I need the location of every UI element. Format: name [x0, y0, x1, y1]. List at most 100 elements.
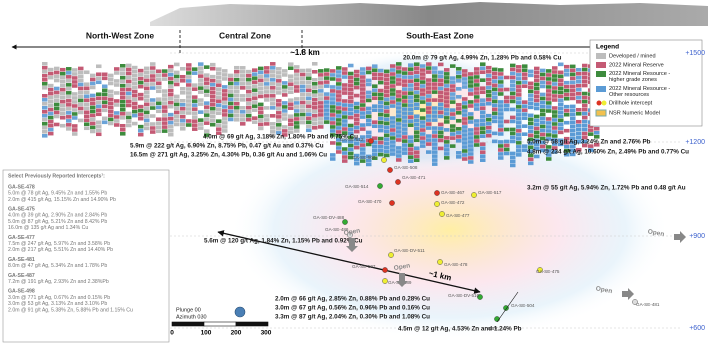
resource-block: [444, 76, 450, 80]
resource-block: [582, 143, 588, 148]
resource-block: [114, 91, 120, 95]
resource-block: [330, 117, 336, 121]
resource-block: [528, 85, 534, 90]
resource-block: [486, 125, 492, 130]
resource-block: [372, 124, 378, 128]
resource-block: [174, 82, 180, 87]
resource-block: [552, 82, 558, 86]
resource-block: [336, 142, 342, 146]
resource-block: [300, 84, 306, 89]
resource-block: [72, 104, 78, 108]
resource-block: [498, 72, 504, 76]
resource-block: [246, 73, 252, 78]
resource-block: [528, 101, 534, 106]
resource-block: [456, 107, 462, 111]
resource-block: [66, 87, 72, 91]
resource-block: [228, 93, 234, 98]
resource-block: [42, 114, 48, 118]
resource-block: [432, 86, 438, 90]
resource-block: [336, 90, 342, 94]
resource-block: [270, 86, 276, 90]
resource-block: [360, 135, 366, 139]
resource-block: [576, 139, 582, 144]
intercept-label: 4.8m @ 234 g/t Ag, 10.60% Zn, 2.49% Pb a…: [527, 149, 689, 156]
resource-block: [504, 107, 510, 112]
resource-block: [426, 62, 432, 66]
drillhole-label: GA-SE-475: [536, 269, 560, 274]
resource-block: [342, 91, 348, 95]
resource-block: [498, 104, 504, 108]
resource-block: [414, 66, 420, 71]
resource-block: [216, 107, 222, 111]
resource-block: [462, 101, 468, 105]
resource-block: [60, 87, 66, 92]
resource-block: [330, 97, 336, 101]
resource-block: [534, 122, 540, 127]
resource-block: [168, 124, 174, 129]
resource-block: [468, 80, 474, 84]
legend-swatch: [596, 53, 606, 59]
resource-block: [576, 67, 582, 72]
resource-block: [90, 105, 96, 110]
resource-block: [204, 85, 210, 89]
resource-block: [462, 153, 468, 157]
resource-block: [420, 84, 426, 88]
resource-block: [60, 91, 66, 96]
open-label: Open: [393, 262, 411, 272]
resource-block: [324, 112, 330, 116]
resource-block: [402, 135, 408, 139]
resource-block: [156, 109, 162, 114]
resource-block: [420, 80, 426, 84]
resource-block: [252, 84, 258, 88]
resource-block: [408, 95, 414, 99]
resource-block: [528, 133, 534, 138]
resource-block: [84, 106, 90, 111]
resource-block: [126, 87, 132, 92]
resource-block: [546, 73, 552, 77]
intercept-label: 3.3m @ 87 g/t Ag, 2.04% Zn, 0.30% Pb and…: [275, 314, 430, 321]
resource-block: [42, 94, 48, 98]
resource-block: [330, 129, 336, 133]
resource-block: [282, 105, 288, 109]
resource-block: [126, 111, 132, 116]
resource-block: [240, 122, 246, 126]
resource-block: [234, 65, 240, 70]
resource-block: [480, 122, 486, 126]
resource-block: [252, 80, 258, 84]
resource-block: [222, 105, 228, 109]
resource-block: [534, 142, 540, 147]
resource-block: [294, 125, 300, 129]
resource-block: [510, 119, 516, 124]
resource-block: [486, 129, 492, 134]
resource-block: [66, 107, 72, 111]
resource-block: [240, 106, 246, 110]
resource-block: [252, 92, 258, 96]
resource-block: [366, 98, 372, 103]
resource-block: [78, 106, 84, 111]
resource-block: [84, 102, 90, 107]
resource-block: [168, 92, 174, 97]
drillhole-label: GA-SE-517: [478, 190, 502, 195]
resource-block: [348, 87, 354, 92]
resource-block: [54, 98, 60, 103]
resource-block: [90, 85, 96, 90]
resource-block: [414, 102, 420, 107]
resource-block: [492, 71, 498, 76]
resource-block: [210, 82, 216, 87]
resource-block: [174, 106, 180, 111]
resource-block: [540, 100, 546, 105]
resource-block: [204, 93, 210, 97]
resource-block: [390, 104, 396, 108]
resource-block: [120, 123, 126, 128]
resource-block: [126, 119, 132, 124]
resource-block: [138, 124, 144, 129]
resource-block: [300, 112, 306, 117]
resource-block: [84, 114, 90, 119]
resource-block: [492, 119, 498, 124]
drillhole-dot: [439, 211, 445, 217]
resource-block: [282, 113, 288, 117]
resource-block: [222, 113, 228, 117]
resource-block: [258, 66, 264, 71]
resource-block: [390, 64, 396, 68]
